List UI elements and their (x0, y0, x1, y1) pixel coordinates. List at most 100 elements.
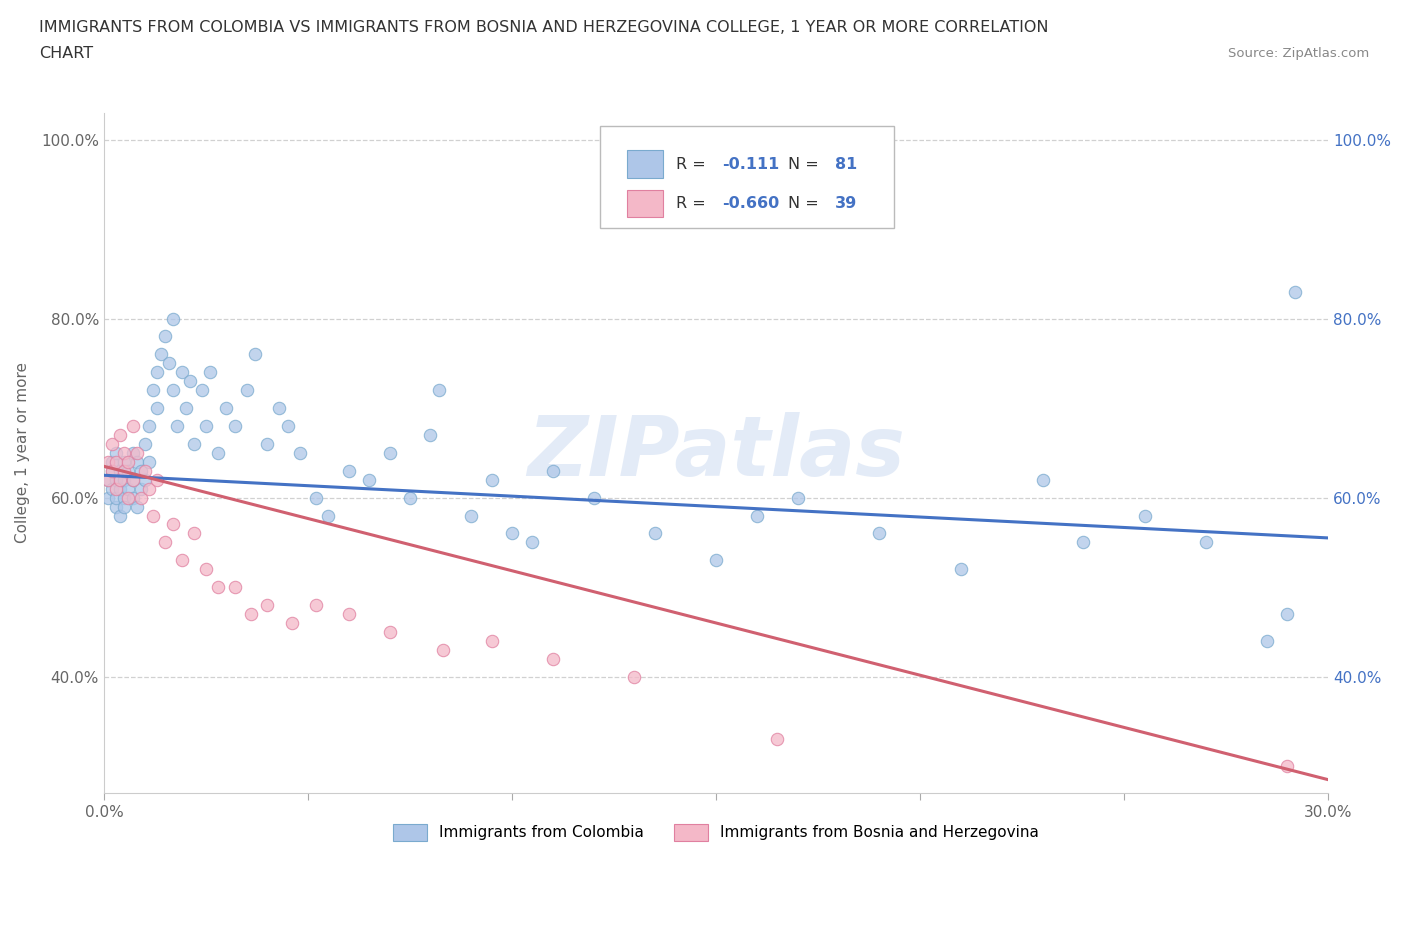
Point (125, 445, 148, 460)
Point (786, 490, 808, 505)
Point (97, 472, 120, 487)
Point (110, 428, 132, 443)
Point (117, 463, 139, 478)
Point (112, 490, 135, 505)
Point (153, 329, 176, 344)
Text: CHART: CHART (39, 46, 93, 61)
Point (110, 463, 132, 478)
Point (110, 508, 132, 523)
Point (195, 562, 218, 577)
Point (146, 472, 169, 487)
Point (305, 598, 328, 613)
Point (427, 383, 450, 398)
Point (142, 383, 165, 398)
Point (1284, 285, 1306, 299)
Point (138, 455, 160, 470)
Point (157, 356, 180, 371)
Point (105, 455, 128, 470)
Legend: Immigrants from Colombia, Immigrants from Bosnia and Herzegovina: Immigrants from Colombia, Immigrants fro… (387, 817, 1045, 846)
Text: IMMIGRANTS FROM COLOMBIA VS IMMIGRANTS FROM BOSNIA AND HERZEGOVINA COLLEGE, 1 YE: IMMIGRANTS FROM COLOMBIA VS IMMIGRANTS F… (39, 20, 1049, 35)
Point (129, 481, 152, 496)
Point (101, 463, 124, 478)
Point (191, 383, 214, 398)
Point (1031, 472, 1053, 487)
Point (179, 374, 201, 389)
Point (162, 383, 184, 398)
Point (305, 490, 328, 505)
Point (224, 418, 246, 433)
Point (224, 579, 246, 594)
Point (101, 463, 124, 478)
Point (198, 365, 221, 379)
Point (101, 455, 124, 470)
Point (121, 472, 143, 487)
FancyBboxPatch shape (600, 126, 894, 229)
Point (288, 445, 311, 460)
Point (117, 481, 139, 496)
Point (125, 455, 148, 470)
Point (174, 401, 197, 416)
Point (207, 579, 229, 594)
Point (239, 606, 262, 621)
Point (97, 472, 120, 487)
Point (501, 526, 523, 541)
Point (337, 606, 360, 621)
Point (1133, 508, 1156, 523)
Point (1277, 759, 1299, 774)
Point (153, 535, 176, 550)
Point (644, 526, 666, 541)
Point (277, 418, 299, 433)
Point (97, 455, 120, 470)
Point (101, 436, 124, 451)
Text: R =: R = (676, 196, 706, 211)
Point (117, 455, 139, 470)
Point (146, 401, 169, 416)
Point (121, 445, 143, 460)
Point (129, 490, 152, 505)
Point (183, 436, 205, 451)
Point (269, 401, 291, 416)
Point (138, 418, 160, 433)
Point (134, 463, 156, 478)
Point (134, 436, 156, 451)
Text: -0.660: -0.660 (723, 196, 779, 211)
Point (541, 463, 564, 478)
Y-axis label: College, 1 year or more: College, 1 year or more (15, 363, 30, 543)
Point (105, 481, 128, 496)
Point (256, 436, 278, 451)
Point (112, 463, 135, 478)
Point (112, 445, 135, 460)
Point (1256, 633, 1278, 648)
Point (129, 463, 152, 478)
Point (766, 732, 789, 747)
Point (110, 472, 132, 487)
Point (522, 535, 544, 550)
Point (110, 481, 132, 496)
Point (105, 445, 128, 460)
Point (582, 490, 605, 505)
Point (146, 365, 169, 379)
Point (134, 472, 156, 487)
Point (170, 552, 193, 567)
Point (378, 624, 401, 639)
Point (142, 508, 165, 523)
Point (337, 463, 360, 478)
Text: ZIPatlas: ZIPatlas (527, 412, 905, 494)
Bar (627, 191, 664, 218)
Text: 81: 81 (835, 156, 858, 171)
Point (399, 490, 422, 505)
Text: N =: N = (789, 156, 820, 171)
Point (215, 401, 238, 416)
Point (162, 312, 184, 326)
Point (112, 455, 135, 470)
Point (162, 517, 184, 532)
Point (105, 490, 128, 505)
Point (1277, 606, 1299, 621)
Text: Source: ZipAtlas.com: Source: ZipAtlas.com (1229, 46, 1369, 60)
Point (101, 481, 124, 496)
Text: R =: R = (676, 156, 706, 171)
Point (359, 472, 381, 487)
Point (481, 472, 503, 487)
Point (121, 490, 143, 505)
Point (183, 526, 205, 541)
